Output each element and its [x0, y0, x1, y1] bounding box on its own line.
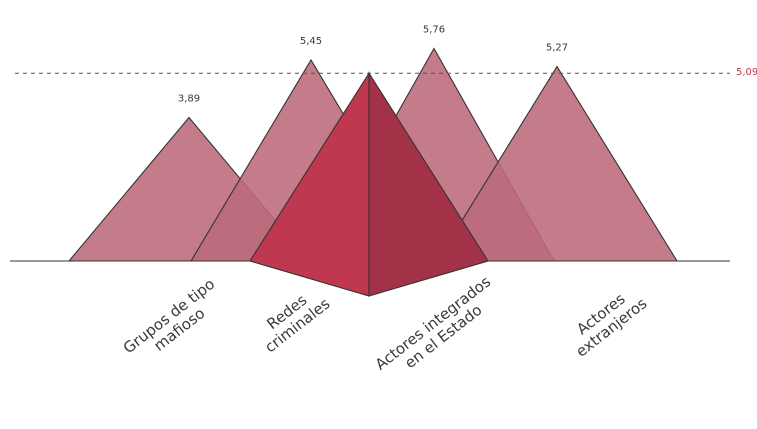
value-label-1: 3,89	[178, 93, 200, 104]
category-label-1: Grupos de tipomafioso	[120, 275, 229, 371]
value-label-2: 5,45	[300, 36, 322, 47]
category-label-text-4: Actoresextranjeros	[562, 281, 651, 361]
value-label-3: 5,76	[423, 25, 445, 36]
category-label-4: Actoresextranjeros	[562, 281, 651, 361]
average-label: 5,09	[736, 67, 757, 78]
category-label-text-2: Redescriminales	[251, 281, 334, 356]
value-label-layer: 3,89 5,45 5,76 5,27	[178, 25, 568, 105]
value-label-4: 5,27	[546, 43, 568, 54]
category-label-text-1: Grupos de tipomafioso	[120, 275, 229, 371]
category-label-2: Redescriminales	[251, 281, 334, 357]
average-pyramid-layer	[249, 71, 489, 297]
average-pyramid-right-face	[368, 71, 489, 297]
